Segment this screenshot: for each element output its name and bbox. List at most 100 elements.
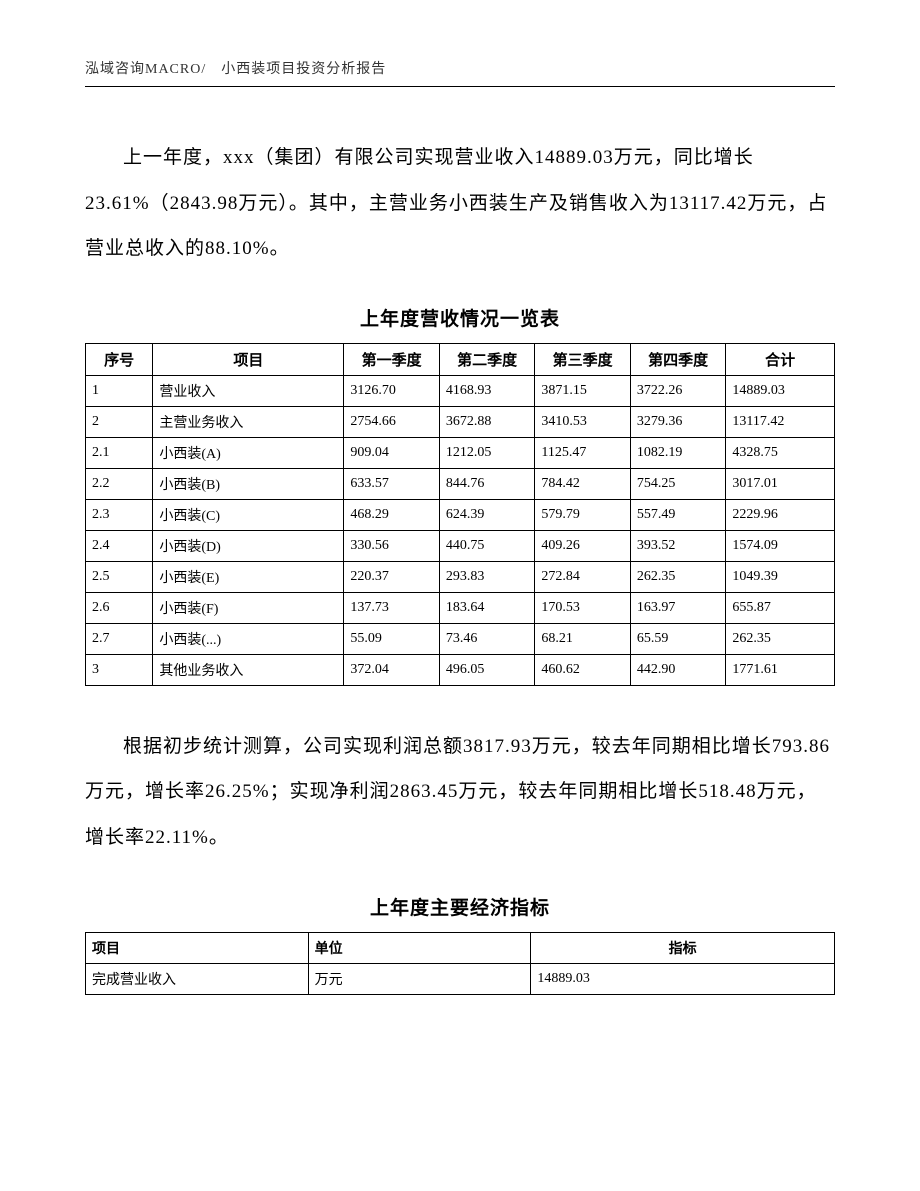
cell: 小西装(B) [153,468,344,499]
cell: 2.1 [86,437,153,468]
th-q3: 第三季度 [535,343,631,375]
cell: 2.7 [86,623,153,654]
cell: 468.29 [344,499,440,530]
cell: 3017.01 [726,468,835,499]
th2-indicator: 指标 [531,932,835,963]
cell: 2.2 [86,468,153,499]
cell: 1212.05 [439,437,535,468]
cell: 442.90 [630,654,726,685]
cell: 137.73 [344,592,440,623]
cell: 784.42 [535,468,631,499]
th-q1: 第一季度 [344,343,440,375]
cell: 393.52 [630,530,726,561]
cell-value: 14889.03 [531,963,835,994]
cell: 65.59 [630,623,726,654]
cell: 主营业务收入 [153,406,344,437]
cell: 2754.66 [344,406,440,437]
cell: 1771.61 [726,654,835,685]
th-item: 项目 [153,343,344,375]
table-row: 2.3小西装(C)468.29624.39579.79557.492229.96 [86,499,835,530]
cell: 小西装(D) [153,530,344,561]
cell: 2.4 [86,530,153,561]
cell: 633.57 [344,468,440,499]
cell: 624.39 [439,499,535,530]
cell: 3722.26 [630,375,726,406]
cell: 73.46 [439,623,535,654]
page-header: 泓域咨询MACRO/ 小西装项目投资分析报告 [85,58,835,78]
cell: 小西装(F) [153,592,344,623]
table-row: 完成营业收入 万元 14889.03 [86,963,835,994]
paragraph-2: 根据初步统计测算，公司实现利润总额3817.93万元，较去年同期相比增长793.… [85,724,835,861]
table-row: 2.2小西装(B)633.57844.76784.42754.253017.01 [86,468,835,499]
th-total: 合计 [726,343,835,375]
cell: 3279.36 [630,406,726,437]
cell: 2.5 [86,561,153,592]
table-row: 2.1小西装(A)909.041212.051125.471082.194328… [86,437,835,468]
cell: 3410.53 [535,406,631,437]
cell: 163.97 [630,592,726,623]
indicator-table: 项目 单位 指标 完成营业收入 万元 14889.03 [85,932,835,995]
cell: 小西装(A) [153,437,344,468]
cell: 293.83 [439,561,535,592]
cell: 844.76 [439,468,535,499]
th-seq: 序号 [86,343,153,375]
cell: 55.09 [344,623,440,654]
table-row: 2.7小西装(...)55.0973.4668.2165.59262.35 [86,623,835,654]
cell: 909.04 [344,437,440,468]
cell: 1082.19 [630,437,726,468]
cell: 3672.88 [439,406,535,437]
cell: 13117.42 [726,406,835,437]
cell: 1049.39 [726,561,835,592]
revenue-table: 序号 项目 第一季度 第二季度 第三季度 第四季度 合计 1营业收入3126.7… [85,343,835,686]
cell: 2229.96 [726,499,835,530]
cell: 4328.75 [726,437,835,468]
table-header-row: 序号 项目 第一季度 第二季度 第三季度 第四季度 合计 [86,343,835,375]
cell: 小西装(...) [153,623,344,654]
cell: 3126.70 [344,375,440,406]
table-row: 2.5小西装(E)220.37293.83272.84262.351049.39 [86,561,835,592]
cell: 262.35 [630,561,726,592]
cell: 220.37 [344,561,440,592]
cell: 460.62 [535,654,631,685]
cell: 409.26 [535,530,631,561]
table-row: 3其他业务收入372.04496.05460.62442.901771.61 [86,654,835,685]
table-row: 2.6小西装(F)137.73183.64170.53163.97655.87 [86,592,835,623]
cell: 557.49 [630,499,726,530]
th-q4: 第四季度 [630,343,726,375]
cell: 272.84 [535,561,631,592]
cell: 1125.47 [535,437,631,468]
cell: 754.25 [630,468,726,499]
cell: 其他业务收入 [153,654,344,685]
header-divider [85,86,835,87]
table-row: 1营业收入3126.704168.933871.153722.2614889.0… [86,375,835,406]
cell: 170.53 [535,592,631,623]
th-q2: 第二季度 [439,343,535,375]
cell: 262.35 [726,623,835,654]
cell: 655.87 [726,592,835,623]
cell: 372.04 [344,654,440,685]
cell-item: 完成营业收入 [86,963,309,994]
cell: 小西装(E) [153,561,344,592]
cell: 3871.15 [535,375,631,406]
cell: 营业收入 [153,375,344,406]
cell: 440.75 [439,530,535,561]
cell-unit: 万元 [308,963,531,994]
cell: 68.21 [535,623,631,654]
cell: 330.56 [344,530,440,561]
cell: 496.05 [439,654,535,685]
table1-title: 上年度营收情况一览表 [85,304,835,331]
cell: 3 [86,654,153,685]
cell: 小西装(C) [153,499,344,530]
cell: 2.6 [86,592,153,623]
table-row: 2.4小西装(D)330.56440.75409.26393.521574.09 [86,530,835,561]
cell: 4168.93 [439,375,535,406]
paragraph-1: 上一年度，xxx（集团）有限公司实现营业收入14889.03万元，同比增长23.… [85,135,835,272]
cell: 1 [86,375,153,406]
cell: 1574.09 [726,530,835,561]
cell: 2 [86,406,153,437]
table-header-row: 项目 单位 指标 [86,932,835,963]
th2-item: 项目 [86,932,309,963]
cell: 183.64 [439,592,535,623]
cell: 2.3 [86,499,153,530]
th2-unit: 单位 [308,932,531,963]
